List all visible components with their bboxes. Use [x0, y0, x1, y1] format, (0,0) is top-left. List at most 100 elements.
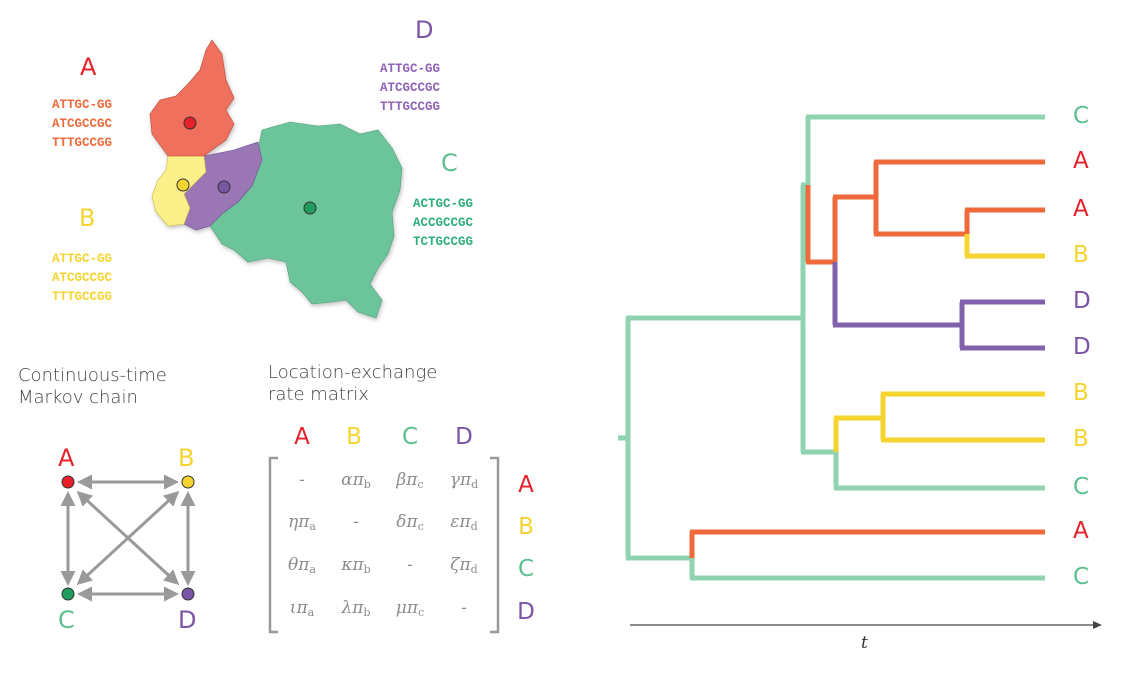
matrix-row-d: D: [517, 599, 535, 625]
node-c: [61, 587, 75, 601]
dot-b: [176, 178, 190, 192]
dot-a: [183, 116, 197, 130]
sequences-a: ATTGC-GG ATCGCCGC TTTGCCGG: [52, 96, 112, 153]
matrix-cell-subscript: c: [417, 520, 424, 533]
matrix-cell: κπb: [330, 555, 382, 576]
matrix-cell-subscript: b: [363, 606, 371, 619]
matrix-cell-rate: λπ: [341, 598, 364, 618]
matrix-cell-subscript: b: [363, 478, 371, 491]
matrix-caption: Location-exchange rate matrix: [268, 362, 437, 406]
markov-caption: Continuous-time Markov chain: [18, 365, 167, 409]
matrix-cell-rate: επ: [450, 512, 471, 532]
matrix-caption-line2: rate matrix: [268, 384, 369, 405]
seq-d-1: ATTGC-GG: [380, 62, 441, 76]
markov-caption-line1: Continuous-time: [18, 365, 167, 386]
matrix-cell-rate: κπ: [341, 555, 364, 575]
markov-label-b: B: [178, 444, 195, 472]
tree-tip-label: D: [1073, 288, 1091, 314]
matrix-cell: δπc: [384, 512, 436, 533]
matrix-cell: επd: [438, 512, 490, 533]
map-location-dots: [176, 116, 317, 215]
seq-a-1: ATTGC-GG: [52, 98, 113, 112]
tree-tip-label: C: [1073, 474, 1090, 500]
matrix-cell-rate: -: [407, 555, 413, 575]
matrix-col-a: A: [294, 424, 310, 450]
matrix-cell-subscript: a: [309, 563, 316, 576]
tree-tip-label: B: [1073, 380, 1089, 406]
matrix-cell: μπc: [384, 598, 436, 619]
matrix-cell-rate: γπ: [449, 470, 472, 490]
map: [149, 39, 403, 319]
matrix-row-b: B: [518, 514, 534, 540]
matrix-cell: ζπd: [438, 555, 490, 576]
matrix-cell-rate: -: [299, 470, 305, 490]
matrix-cell-rate: ζπ: [450, 555, 471, 575]
matrix-caption-line1: Location-exchange: [268, 362, 438, 383]
seq-a-2: ATCGCCGC: [52, 117, 113, 131]
matrix-cell-subscript: c: [418, 606, 425, 619]
matrix-cell-subscript: a: [307, 606, 315, 619]
node-a: [61, 475, 75, 489]
matrix-brackets: [268, 456, 500, 634]
seq-c-2: ACCGCCGC: [413, 216, 474, 230]
matrix-cell-subscript: b: [363, 563, 371, 576]
matrix-cell-subscript: d: [470, 520, 478, 533]
matrix-cell-rate: δπ: [396, 512, 418, 532]
matrix-cell: λπb: [330, 598, 382, 619]
matrix-cell: -: [276, 470, 328, 490]
seq-b-2: ATCGCCGC: [52, 271, 113, 285]
matrix-cell: απb: [330, 470, 382, 491]
markov-label-c: C: [58, 606, 75, 634]
matrix-cell-rate: ηπ: [288, 512, 310, 532]
matrix-cell-subscript: d: [471, 478, 479, 491]
matrix-cell-rate: βπ: [396, 470, 418, 490]
time-axis-arrowhead: [1093, 621, 1102, 629]
matrix-cell: ηπa: [276, 512, 328, 533]
matrix-row-c: C: [517, 556, 535, 582]
matrix-col-b: B: [346, 424, 362, 450]
tree-tip-label: D: [1073, 334, 1091, 360]
matrix-col-c: C: [401, 424, 419, 450]
node-b: [181, 475, 195, 489]
markov-caption-line2: Markov chain: [18, 387, 138, 408]
dot-c: [303, 201, 317, 215]
seq-c-3: TCTGCCGG: [413, 235, 474, 249]
matrix-cell-rate: θπ: [288, 555, 310, 575]
sequences-b: ATTGC-GG ATCGCCGC TTTGCCGG: [52, 250, 112, 307]
time-axis-label: t: [861, 633, 868, 653]
matrix-cell-subscript: c: [417, 478, 424, 491]
edge-b-c: [76, 490, 180, 586]
seq-a-3: TTTGCCGG: [52, 136, 113, 150]
tree-tip-label: A: [1073, 196, 1089, 222]
markov-label-d: D: [178, 606, 197, 634]
node-d: [181, 587, 195, 601]
map-label-d: D: [415, 16, 434, 44]
seq-c-1: ACTGC-GG: [413, 197, 474, 211]
tree-tip-label: B: [1073, 426, 1089, 452]
matrix-cell-subscript: d: [470, 563, 478, 576]
matrix-row-a: A: [518, 472, 534, 498]
tree-tip-label: A: [1073, 148, 1089, 174]
tree-tip-label: B: [1073, 242, 1089, 268]
sequences-c: ACTGC-GG ACCGCCGC TCTGCCGG: [413, 195, 473, 252]
tree-tip-label: C: [1073, 564, 1090, 590]
sequences-d: ATTGC-GG ATCGCCGC TTTGCCGG: [380, 60, 440, 117]
matrix-cell-rate: απ: [341, 470, 364, 490]
phylogenetic-tree: [618, 114, 1045, 581]
dot-d: [217, 180, 231, 194]
seq-b-3: TTTGCCGG: [52, 290, 113, 304]
matrix-cell-rate: ιπ: [289, 598, 308, 618]
seq-b-1: ATTGC-GG: [52, 252, 113, 266]
matrix-cell: θπa: [276, 555, 328, 576]
map-label-a: A: [80, 53, 97, 81]
map-region-a: [149, 39, 235, 157]
matrix-cell-rate: μπ: [395, 598, 419, 618]
matrix-cell: -: [384, 555, 436, 575]
tree-tip-label: A: [1073, 518, 1089, 544]
seq-d-2: ATCGCCGC: [380, 81, 441, 95]
matrix-cell-subscript: a: [309, 520, 316, 533]
matrix-cell: ιπa: [276, 598, 328, 619]
matrix-col-d: D: [455, 424, 473, 450]
matrix-cell: γπd: [438, 470, 490, 491]
